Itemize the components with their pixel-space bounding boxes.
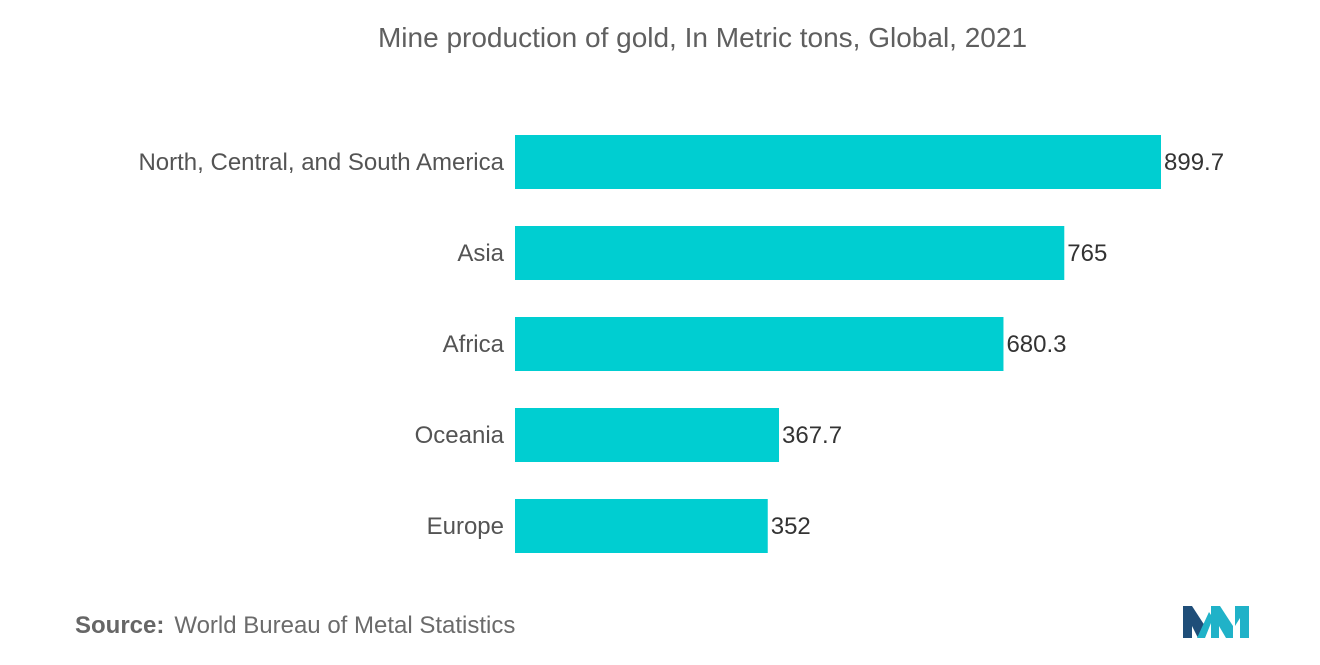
value-label-4: 352 xyxy=(771,513,811,540)
category-label-0: North, Central, and South America xyxy=(138,149,504,176)
category-label-4: Europe xyxy=(427,513,504,540)
category-label-2: Africa xyxy=(443,331,505,358)
value-label-1: 765 xyxy=(1067,240,1107,267)
value-label-0: 899.7 xyxy=(1164,149,1224,176)
bar-3 xyxy=(515,408,780,462)
bar-2 xyxy=(515,317,1004,371)
chart-title: Mine production of gold, In Metric tons,… xyxy=(377,22,1028,53)
mordor-intelligence-logo-icon xyxy=(1183,606,1249,638)
source-text: World Bureau of Metal Statistics xyxy=(174,612,516,639)
value-label-2: 680.3 xyxy=(1006,331,1066,358)
source-note: Source: World Bureau of Metal Statistics xyxy=(75,612,515,640)
category-label-3: Oceania xyxy=(415,422,505,449)
source-prefix: Source: xyxy=(75,612,165,639)
category-label-1: Asia xyxy=(457,240,504,267)
bar-0 xyxy=(515,135,1161,189)
bar-1 xyxy=(515,226,1065,280)
bar-4 xyxy=(515,499,768,553)
value-label-3: 367.7 xyxy=(782,422,842,449)
bars-layer: North, Central, and South America 899.7 As… xyxy=(138,135,1224,553)
